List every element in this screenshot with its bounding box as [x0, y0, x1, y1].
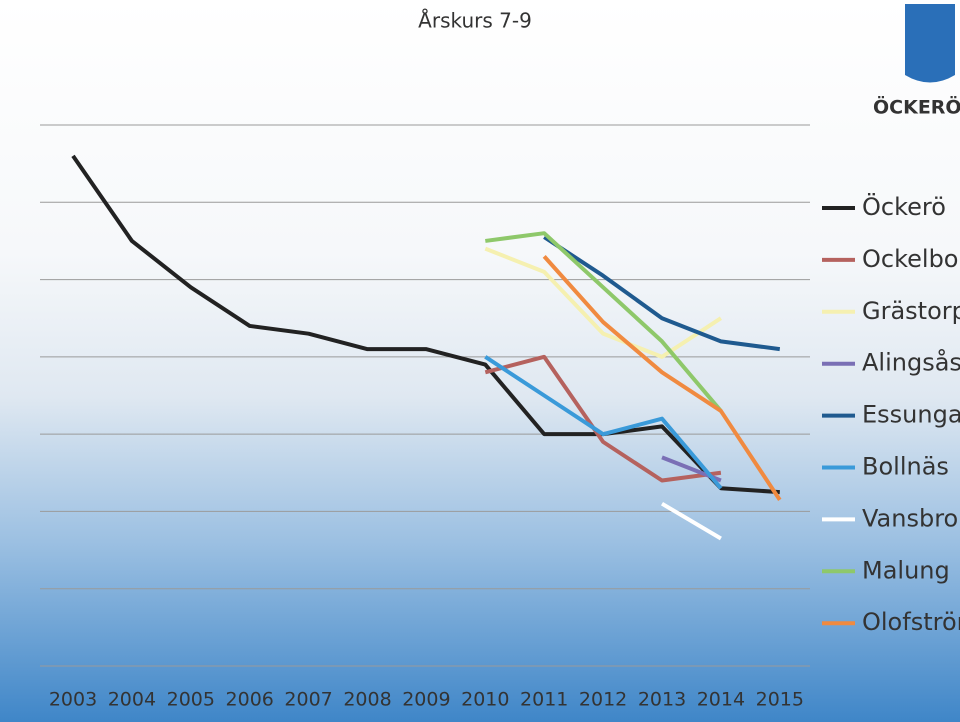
x-tick-label: 2015 — [756, 689, 804, 711]
x-tick-label: 2013 — [638, 689, 686, 711]
x-tick-label: 2010 — [461, 689, 509, 711]
legend-label: Öckerö — [862, 192, 946, 221]
series-line — [485, 231, 723, 413]
x-tick-label: 2012 — [579, 689, 627, 711]
logo-shield — [905, 4, 955, 83]
legend-label: Malung — [862, 556, 950, 584]
series-line — [543, 235, 781, 352]
series-line — [660, 501, 722, 541]
series-line — [484, 354, 722, 483]
series-line — [484, 246, 722, 359]
legend-label: Olofström — [862, 608, 960, 636]
x-tick-label: 2007 — [284, 689, 332, 711]
series-line — [71, 154, 780, 495]
x-tick-label: 2006 — [226, 689, 274, 711]
x-tick-label: 2014 — [697, 689, 745, 711]
x-tick-label: 2008 — [343, 689, 391, 711]
legend-label: Essunga — [862, 401, 960, 429]
x-tick-label: 2009 — [402, 689, 450, 711]
legend-label: Ockelbo — [862, 245, 958, 273]
legend-label: Alingsås — [862, 348, 960, 377]
series-line — [542, 255, 782, 501]
chart-title: Årskurs 7-9 — [418, 9, 532, 33]
legend-label: Vansbro — [862, 504, 958, 532]
x-tick-label: 2005 — [167, 689, 215, 711]
logo-text: ÖCKERÖ — [873, 95, 960, 119]
x-tick-label: 2003 — [49, 689, 97, 711]
legend-label: Grästorp — [862, 297, 960, 325]
x-tick-label: 2004 — [108, 689, 156, 711]
series-line — [484, 355, 723, 490]
legend-label: Bollnäs — [862, 453, 949, 481]
x-tick-label: 2011 — [520, 689, 568, 711]
